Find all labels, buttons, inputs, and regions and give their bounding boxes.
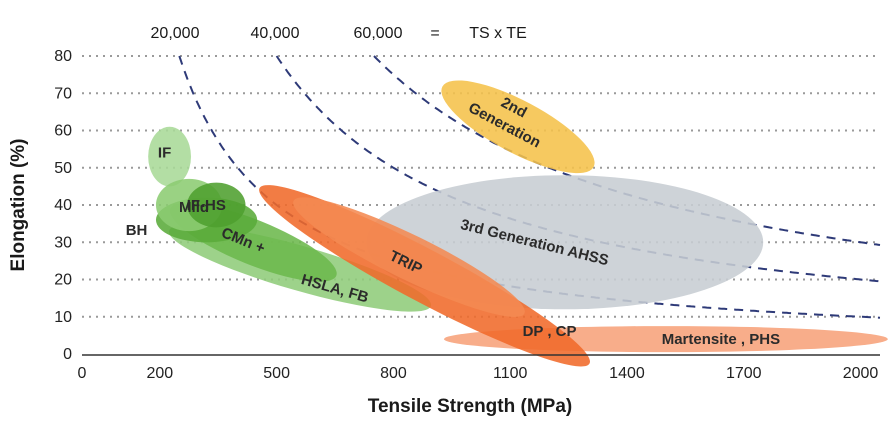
bh-label: BH [126, 222, 148, 239]
x-tick-label-1700: 1700 [726, 365, 762, 382]
ellipse-ifhs [187, 182, 246, 228]
y-tick-label-10: 10 [54, 309, 72, 326]
iso-curve-40000 [275, 55, 881, 283]
iso-formula-label: TS x TE [469, 25, 527, 42]
martensite-label: Martensite , PHS [662, 331, 780, 348]
if-label: IF [158, 145, 171, 162]
ellipse-trip [293, 197, 525, 317]
y-tick-label-50: 50 [54, 160, 72, 177]
iso-equals-sign: = [430, 25, 439, 42]
mild-label: Mild [179, 199, 209, 216]
y-tick-label-20: 20 [54, 272, 72, 289]
ifhs-label: IF-HS [187, 197, 226, 214]
steel-regions [148, 80, 888, 367]
x-tick-label-2000: 2000 [843, 365, 879, 382]
y-tick-label-60: 60 [54, 123, 72, 140]
iso-label-60000: 60,000 [354, 25, 403, 42]
x-tick-label-200: 200 [147, 365, 174, 382]
ellipse-if [148, 126, 191, 187]
x-tick-label-0: 0 [78, 365, 87, 382]
ellipse-2nd-gen [441, 80, 595, 174]
x-tick-label-1400: 1400 [609, 365, 645, 382]
y-tick-label-70: 70 [54, 85, 72, 102]
x-tick-label-800: 800 [380, 365, 407, 382]
iso-label-20000: 20,000 [151, 25, 200, 42]
iso-label-40000: 40,000 [251, 25, 300, 42]
y-axis-title: Elongation (%) [8, 139, 29, 272]
y-tick-label-30: 30 [54, 234, 72, 251]
x-tick-label-1100: 1100 [493, 365, 528, 382]
y-tick-label-80: 80 [54, 48, 72, 65]
x-tick-label-500: 500 [263, 365, 290, 382]
x-axis-title: Tensile Strength (MPa) [368, 396, 572, 417]
y-tick-label-0: 0 [63, 346, 72, 363]
dp-cp-label: DP , CP [523, 323, 577, 340]
y-tick-label-40: 40 [54, 197, 72, 214]
